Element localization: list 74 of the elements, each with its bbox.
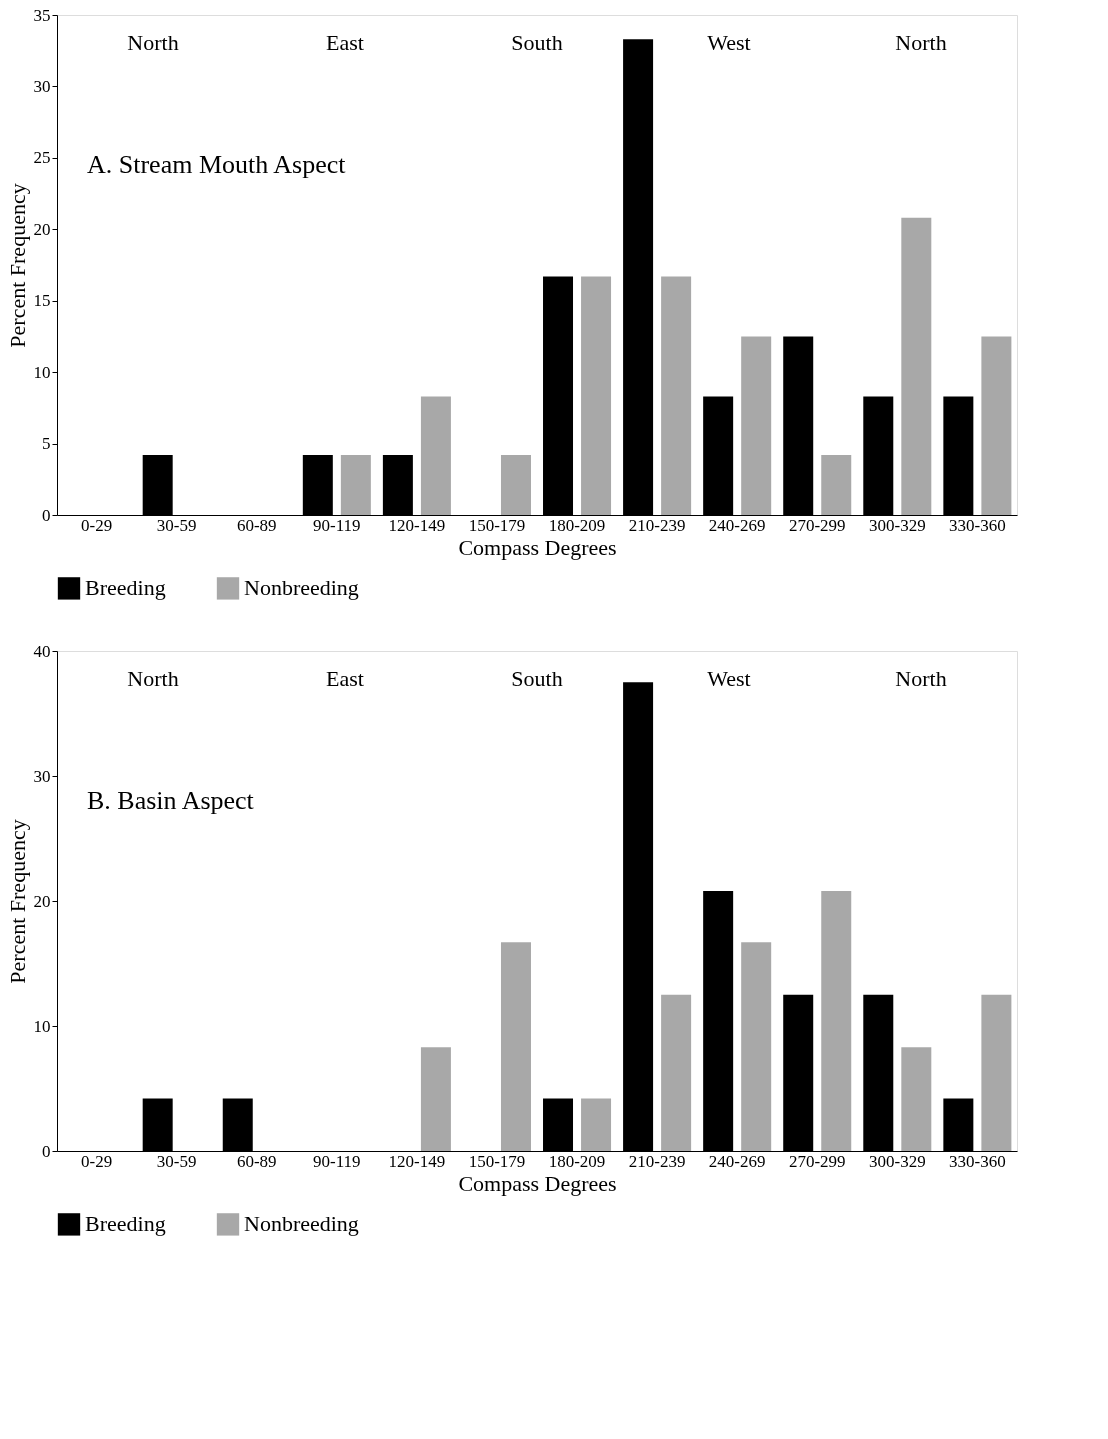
x-tick-label: 180-209 bbox=[548, 1151, 606, 1171]
annotation: West bbox=[707, 30, 751, 55]
bar bbox=[661, 994, 692, 1151]
x-tick-label: 60-89 bbox=[236, 515, 277, 535]
annotation: North bbox=[895, 666, 947, 691]
x-tick-label: 330-360 bbox=[949, 515, 1006, 535]
annotation: East bbox=[326, 30, 364, 55]
x-tick-label: 180-209 bbox=[548, 515, 606, 535]
x-tick-label: 210-239 bbox=[628, 1151, 686, 1171]
y-tick-label: 20 bbox=[33, 891, 51, 911]
annotation: North bbox=[895, 30, 947, 55]
bar bbox=[420, 1047, 451, 1151]
bar bbox=[420, 396, 451, 515]
bar bbox=[981, 994, 1012, 1151]
annotation: West bbox=[707, 666, 751, 691]
legend-label: Breeding bbox=[85, 1211, 166, 1237]
x-tick-label: 0-29 bbox=[81, 515, 113, 535]
y-tick-label: 30 bbox=[33, 76, 51, 96]
bar bbox=[741, 336, 772, 515]
bar bbox=[661, 276, 692, 515]
x-tick-label: 30-59 bbox=[156, 515, 197, 535]
x-tick-label: 210-239 bbox=[628, 515, 686, 535]
x-tick-label: 150-179 bbox=[468, 1151, 526, 1171]
x-tick-label: 0-29 bbox=[81, 1151, 113, 1171]
annotation: North bbox=[127, 30, 179, 55]
x-tick-label: 240-269 bbox=[708, 1151, 766, 1171]
y-tick-label: 0 bbox=[42, 1141, 51, 1161]
bar bbox=[340, 455, 371, 515]
x-tick-label: 270-299 bbox=[788, 1151, 846, 1171]
bar bbox=[500, 455, 531, 515]
y-tick-label: 10 bbox=[33, 362, 51, 382]
y-axis-title: Percent Frequency bbox=[4, 183, 30, 348]
y-tick-label: 15 bbox=[33, 291, 51, 311]
x-axis-title: Compass Degrees bbox=[458, 534, 617, 560]
x-tick-label: 150-179 bbox=[468, 515, 526, 535]
bar bbox=[500, 942, 531, 1151]
x-tick-label: 90-119 bbox=[313, 515, 361, 535]
y-tick-label: 5 bbox=[42, 434, 51, 454]
y-tick-label: 30 bbox=[33, 766, 51, 786]
bar bbox=[901, 1047, 932, 1151]
bar bbox=[581, 276, 612, 515]
x-tick-label: 30-59 bbox=[156, 1151, 197, 1171]
bar bbox=[821, 455, 852, 515]
annotation: North bbox=[127, 666, 179, 691]
y-axis-title: Percent Frequency bbox=[4, 819, 30, 984]
x-tick-label: 60-89 bbox=[236, 1151, 277, 1171]
x-tick-label: 270-299 bbox=[788, 515, 846, 535]
bar bbox=[821, 891, 852, 1151]
x-tick-label: 300-329 bbox=[868, 515, 926, 535]
x-tick-label: 120-149 bbox=[388, 1151, 446, 1171]
bar bbox=[741, 942, 772, 1151]
annotation: South bbox=[511, 666, 563, 691]
y-tick-label: 35 bbox=[33, 5, 51, 25]
x-tick-label: 120-149 bbox=[388, 515, 446, 535]
y-tick-label: 40 bbox=[33, 641, 51, 661]
annotation: East bbox=[326, 666, 364, 691]
y-tick-label: 10 bbox=[33, 1016, 51, 1036]
bar bbox=[981, 336, 1012, 515]
x-axis-title: Compass Degrees bbox=[458, 1170, 617, 1196]
y-tick-label: 20 bbox=[33, 219, 51, 239]
legend-label: Nonbreeding bbox=[244, 1211, 359, 1237]
legend-label: Breeding bbox=[85, 575, 166, 601]
y-tick-label: 25 bbox=[33, 148, 51, 168]
bar bbox=[901, 217, 932, 515]
text: B. Basin Aspect bbox=[87, 786, 255, 815]
x-tick-label: 300-329 bbox=[868, 1151, 926, 1171]
legend-label: Nonbreeding bbox=[244, 575, 359, 601]
x-tick-label: 240-269 bbox=[708, 515, 766, 535]
x-tick-label: 90-119 bbox=[313, 1151, 361, 1171]
annotation: South bbox=[511, 30, 563, 55]
y-tick-label: 0 bbox=[42, 505, 51, 525]
x-tick-label: 330-360 bbox=[949, 1151, 1006, 1171]
text: A. Stream Mouth Aspect bbox=[87, 150, 347, 179]
bar bbox=[581, 1098, 612, 1151]
